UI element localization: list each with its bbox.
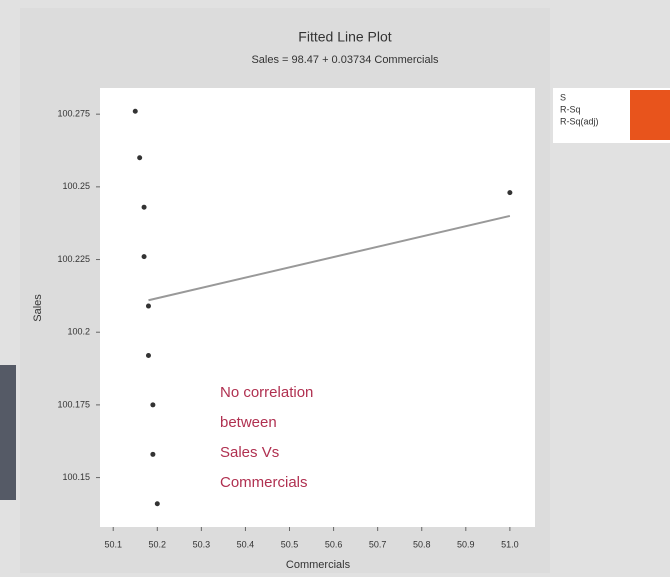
x-axis-label: Commercials [286, 559, 351, 571]
x-tick-label: 51.0 [501, 539, 519, 549]
chart-subtitle: Sales = 98.47 + 0.03734 Commercials [251, 54, 439, 66]
x-tick-label: 50.5 [281, 539, 299, 549]
legend-image [630, 90, 670, 140]
annotation: Sales Vs [220, 444, 279, 461]
x-tick-label: 50.6 [325, 539, 343, 549]
y-axis-label: Sales [32, 294, 44, 322]
point [145, 303, 151, 309]
fit-line [148, 214, 511, 302]
point [507, 190, 513, 196]
y-tick-label: 100.275 [57, 109, 90, 119]
x-tick-label: 50.8 [413, 539, 431, 549]
x-tick-label: 50.1 [104, 539, 122, 549]
x-tick-label: 50.4 [237, 539, 255, 549]
point [150, 451, 156, 457]
side-image [0, 365, 16, 500]
point [150, 402, 156, 408]
point [137, 155, 143, 161]
annotation: No correlation [220, 384, 313, 401]
point [132, 108, 138, 114]
plot-area [100, 88, 535, 527]
annotation: between [220, 414, 277, 431]
x-tick-label: 50.3 [193, 539, 211, 549]
y-tick-label: 100.225 [57, 254, 90, 264]
point [141, 204, 147, 210]
chart-title: Fitted Line Plot [298, 29, 391, 45]
point [141, 254, 147, 260]
x-tick-label: 50.2 [149, 539, 167, 549]
annotation: Commercials [220, 474, 308, 491]
legend-label: S [560, 92, 566, 102]
legend-label: R-Sq [560, 104, 581, 114]
point [154, 501, 160, 507]
y-tick-label: 100.15 [62, 472, 90, 482]
point [145, 352, 151, 358]
legend-label: R-Sq(adj) [560, 116, 599, 126]
y-tick-label: 100.2 [67, 327, 90, 337]
y-tick-label: 100.175 [57, 399, 90, 409]
x-tick-label: 50.9 [457, 539, 475, 549]
x-tick-label: 50.7 [369, 539, 387, 549]
y-tick-label: 100.25 [62, 181, 90, 191]
